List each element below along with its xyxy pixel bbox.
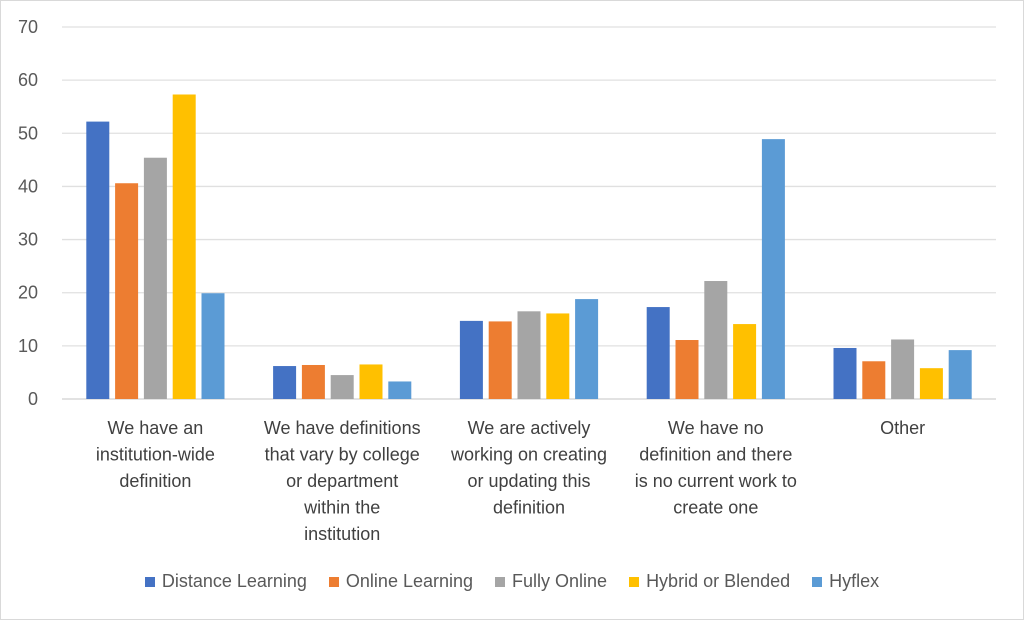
legend: Distance Learning Online Learning Fully On…: [0, 571, 1024, 592]
legend-item: Fully Online: [495, 571, 607, 592]
legend-item: Hyflex: [812, 571, 879, 592]
category-label: definition: [493, 498, 565, 518]
legend-label: Hyflex: [829, 571, 880, 591]
category-label: definition and there: [639, 445, 792, 465]
legend-item: Online Learning: [328, 571, 474, 592]
category-label: that vary by college: [265, 445, 420, 465]
category-label: We have definitions: [264, 418, 421, 438]
legend-swatch: [328, 576, 339, 587]
legend-label: Hybrid or Blended: [646, 571, 791, 591]
bar-hybrid-or-blended: [172, 94, 196, 400]
category-label: We have an: [108, 418, 204, 438]
bar-hyflex: [948, 350, 972, 399]
bar-hybrid-or-blended: [546, 313, 570, 399]
category-label: We are actively: [468, 418, 591, 438]
bar-fully-online: [891, 339, 915, 399]
bar-online-learning: [488, 321, 512, 399]
y-tick-label: 40: [18, 176, 38, 196]
y-tick-label: 70: [18, 17, 38, 37]
category-label: institution: [304, 524, 380, 544]
category-label: or department: [286, 471, 398, 491]
y-tick-label: 0: [28, 389, 38, 409]
category-label: or updating this: [467, 471, 590, 491]
category-label: definition: [119, 471, 191, 491]
y-tick-label: 30: [18, 230, 38, 250]
bar-distance-learning: [459, 320, 483, 399]
bar-distance-learning: [273, 366, 297, 399]
y-tick-label: 50: [18, 123, 38, 143]
legend-swatch: [629, 576, 640, 587]
legend-label: Fully Online: [512, 571, 608, 591]
category-label: We have no: [668, 418, 764, 438]
bar-hyflex: [388, 381, 412, 399]
legend-label: Distance Learning: [161, 571, 307, 591]
bar-distance-learning: [86, 121, 110, 399]
legend-swatch: [495, 576, 506, 587]
legend-item: Hybrid or Blended: [629, 571, 790, 592]
bar-fully-online: [143, 157, 167, 399]
legend-label: Online Learning: [345, 571, 474, 591]
bar-hyflex: [201, 293, 225, 399]
bar-hybrid-or-blended: [733, 324, 757, 399]
bar-hyflex: [761, 139, 785, 400]
bar-fully-online: [517, 311, 541, 399]
bar-online-learning: [115, 183, 139, 399]
bar-fully-online: [330, 375, 354, 399]
category-label: is no current work to: [635, 471, 797, 491]
y-tick-label: 60: [18, 70, 38, 90]
legend-item: Distance Learning: [144, 571, 307, 592]
bar-online-learning: [301, 364, 325, 399]
category-label: institution-wide: [96, 445, 215, 465]
bar-distance-learning: [833, 347, 857, 399]
y-tick-label: 20: [18, 283, 38, 303]
bar-fully-online: [704, 281, 728, 399]
bar-distance-learning: [646, 307, 670, 399]
bar-online-learning: [862, 361, 886, 399]
category-label: working on creating: [450, 445, 607, 465]
category-label: Other: [880, 418, 925, 438]
bar-hyflex: [575, 299, 599, 399]
bar-hybrid-or-blended: [359, 364, 383, 399]
legend-swatch: [144, 576, 155, 587]
category-label: within the: [303, 498, 380, 518]
bar-online-learning: [675, 340, 699, 399]
legend-swatch: [812, 576, 823, 587]
bar-hybrid-or-blended: [919, 368, 943, 399]
category-label: create one: [673, 498, 758, 518]
y-tick-label: 10: [18, 336, 38, 356]
